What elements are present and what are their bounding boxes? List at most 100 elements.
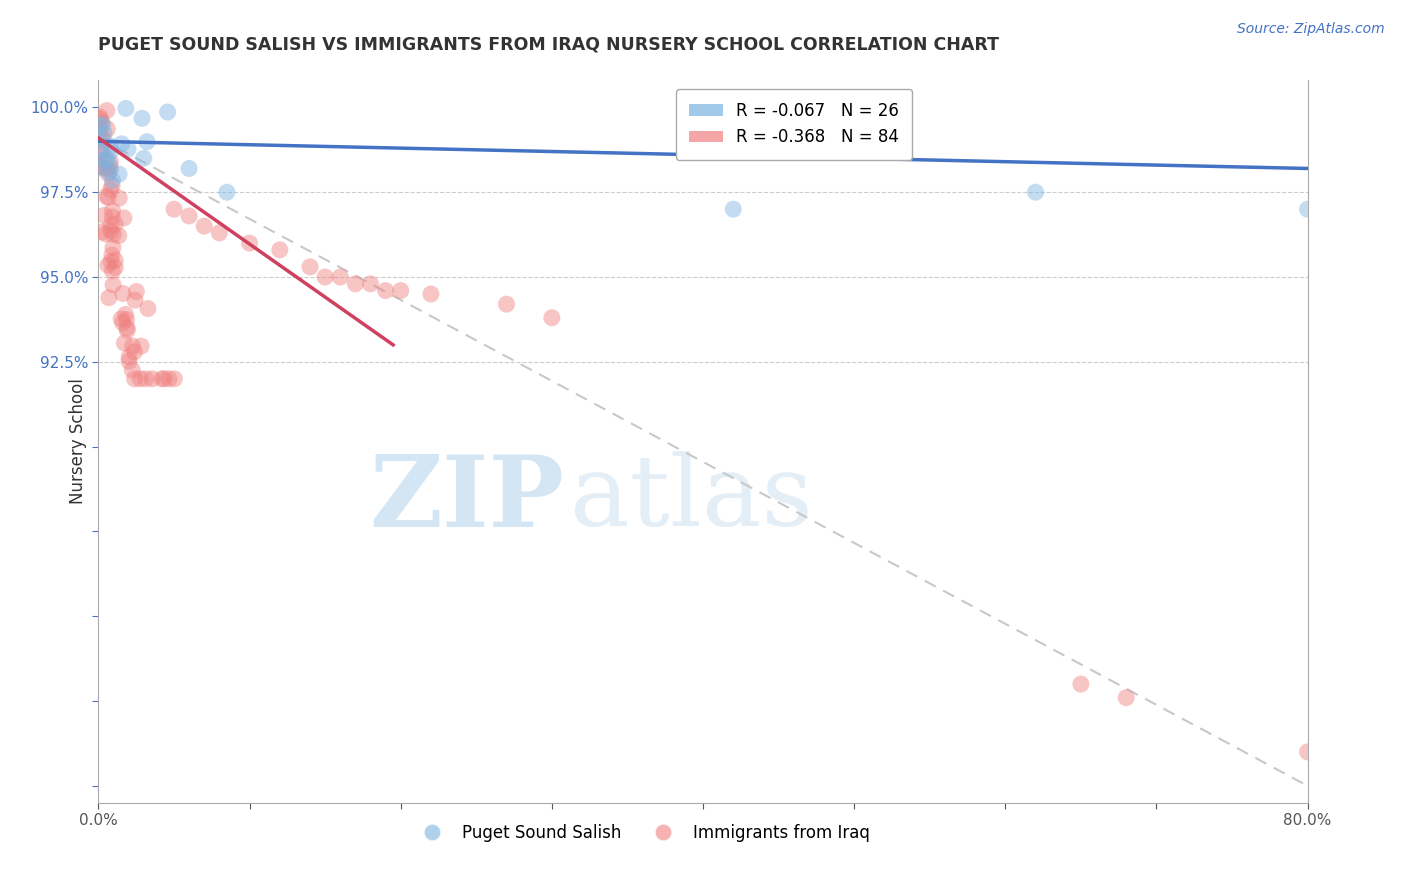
Point — [121, 363, 143, 377]
Point — [215, 185, 238, 199]
Point — [135, 372, 157, 386]
Point — [163, 372, 186, 386]
Point — [101, 178, 124, 193]
Point — [89, 161, 111, 175]
Point — [723, 202, 745, 217]
Point — [150, 372, 173, 386]
Point — [101, 277, 124, 292]
Point — [112, 211, 135, 225]
Point — [100, 219, 122, 233]
Point — [104, 217, 127, 231]
Point — [101, 203, 124, 218]
Point — [91, 145, 114, 160]
Point — [108, 191, 131, 205]
Point — [101, 173, 124, 187]
Point — [344, 277, 367, 291]
Point — [96, 161, 118, 176]
Point — [1024, 185, 1046, 199]
Point — [97, 165, 120, 179]
Point — [114, 336, 136, 351]
Point — [389, 284, 412, 298]
Point — [329, 270, 352, 285]
Point — [100, 183, 122, 197]
Point — [93, 126, 115, 140]
Point — [97, 167, 120, 181]
Point — [101, 210, 124, 224]
Point — [115, 323, 138, 337]
Point — [89, 159, 111, 173]
Point — [93, 153, 115, 167]
Point — [89, 143, 111, 157]
Point — [124, 372, 146, 386]
Point — [193, 219, 215, 234]
Point — [131, 112, 153, 126]
Point — [98, 157, 121, 171]
Point — [495, 297, 517, 311]
Point — [89, 128, 111, 142]
Point — [314, 270, 336, 285]
Point — [111, 286, 134, 301]
Point — [360, 277, 382, 291]
Point — [100, 224, 122, 238]
Point — [96, 189, 118, 203]
Point — [129, 372, 152, 386]
Point — [89, 110, 111, 124]
Point — [179, 161, 201, 176]
Point — [100, 254, 122, 268]
Point — [104, 253, 127, 268]
Point — [97, 291, 120, 305]
Point — [117, 142, 139, 156]
Point — [100, 162, 122, 177]
Point — [420, 287, 443, 301]
Point — [239, 236, 262, 251]
Point — [101, 264, 124, 278]
Point — [94, 227, 117, 241]
Point — [107, 228, 129, 243]
Point — [136, 301, 159, 316]
Point — [97, 258, 120, 272]
Point — [157, 372, 180, 386]
Point — [118, 350, 141, 364]
Point — [97, 190, 120, 204]
Point — [90, 145, 112, 160]
Point — [114, 308, 136, 322]
Point — [111, 136, 134, 151]
Point — [90, 160, 112, 174]
Point — [89, 132, 111, 146]
Point — [100, 155, 122, 169]
Point — [110, 311, 132, 326]
Point — [90, 115, 112, 129]
Point — [101, 248, 124, 262]
Point — [129, 339, 152, 353]
Point — [141, 372, 163, 386]
Point — [103, 227, 125, 242]
Point — [111, 316, 134, 330]
Point — [125, 285, 148, 299]
Text: ZIP: ZIP — [368, 450, 564, 548]
Point — [124, 344, 146, 359]
Point — [121, 339, 143, 353]
Point — [104, 260, 127, 275]
Point — [1296, 745, 1319, 759]
Point — [115, 102, 138, 116]
Point — [269, 243, 291, 257]
Point — [156, 105, 179, 120]
Point — [124, 293, 146, 308]
Point — [96, 153, 118, 167]
Point — [1070, 677, 1092, 691]
Point — [153, 372, 176, 386]
Point — [91, 117, 114, 131]
Point — [89, 112, 111, 126]
Point — [100, 139, 122, 153]
Point — [115, 312, 138, 326]
Point — [89, 119, 111, 133]
Point — [208, 226, 231, 240]
Text: PUGET SOUND SALISH VS IMMIGRANTS FROM IRAQ NURSERY SCHOOL CORRELATION CHART: PUGET SOUND SALISH VS IMMIGRANTS FROM IR… — [98, 36, 1000, 54]
Point — [1296, 202, 1319, 217]
Point — [118, 354, 141, 368]
Point — [108, 167, 131, 181]
Point — [163, 202, 186, 217]
Point — [115, 320, 138, 334]
Text: atlas: atlas — [569, 451, 813, 547]
Point — [1115, 690, 1137, 705]
